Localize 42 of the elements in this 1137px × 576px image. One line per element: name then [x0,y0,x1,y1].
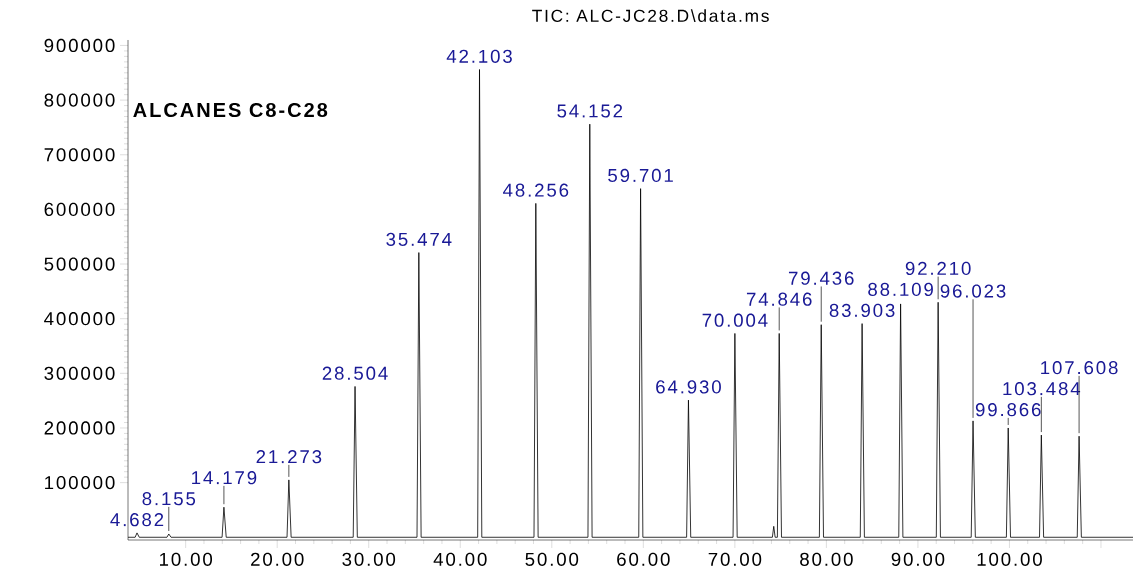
annotation: 54.152 [557,104,623,118]
y-tick-label: 100000 [45,476,115,490]
x-tick-label: 40.00 [433,552,487,566]
annotation: 83.903 [829,303,895,318]
annotation: 35.474 [386,232,452,246]
y-tick-label: 500000 [44,257,115,271]
y-tick-label: 200000 [44,421,115,435]
annotation: ALCANES C8-C28 [133,102,328,118]
y-tick-label: 900000 [44,38,115,53]
annotation: 103.484 [1003,382,1081,396]
x-tick-label: 50.00 [525,552,579,566]
x-tick-label: 10.00 [160,552,213,566]
x-tick-label: 60.00 [617,552,670,566]
annotation: 70.004 [702,313,768,327]
annotation: 96.023 [940,284,1006,298]
annotation: 59.701 [608,168,673,183]
annotation: 79.436 [788,271,854,285]
annotation: 64.930 [656,380,721,394]
x-tick-label: 70.00 [708,552,762,566]
annotation: 4.682 [110,513,164,527]
annotation: 107.608 [1041,361,1118,375]
y-tick-label: 400000 [44,312,115,326]
annotation: 48.256 [503,183,569,197]
annotation: 99.866 [975,403,1041,417]
y-tick-label: 800000 [44,93,115,107]
annotation: 8.155 [142,492,196,506]
annotation: 28.504 [322,366,388,380]
annotation: 14.179 [192,471,257,485]
x-tick-label: 90.00 [891,552,945,566]
x-tick-label: 30.00 [342,552,396,566]
annotation: 88.109 [868,282,933,297]
y-tick-label: 300000 [44,366,115,380]
chart-title: TIC: ALC-JC28.D\data.ms [532,9,769,22]
annotation: 21.273 [256,450,322,464]
x-tick-label: 100.00 [977,552,1042,566]
y-tick-label: 700000 [44,148,115,162]
x-tick-label: 20.00 [251,552,304,566]
annotation: 42.103 [446,49,512,63]
y-tick-label: 600000 [44,202,115,217]
annotation: 74.846 [746,292,812,306]
annotation: 92.210 [905,261,971,276]
x-tick-label: 80.00 [800,552,853,566]
